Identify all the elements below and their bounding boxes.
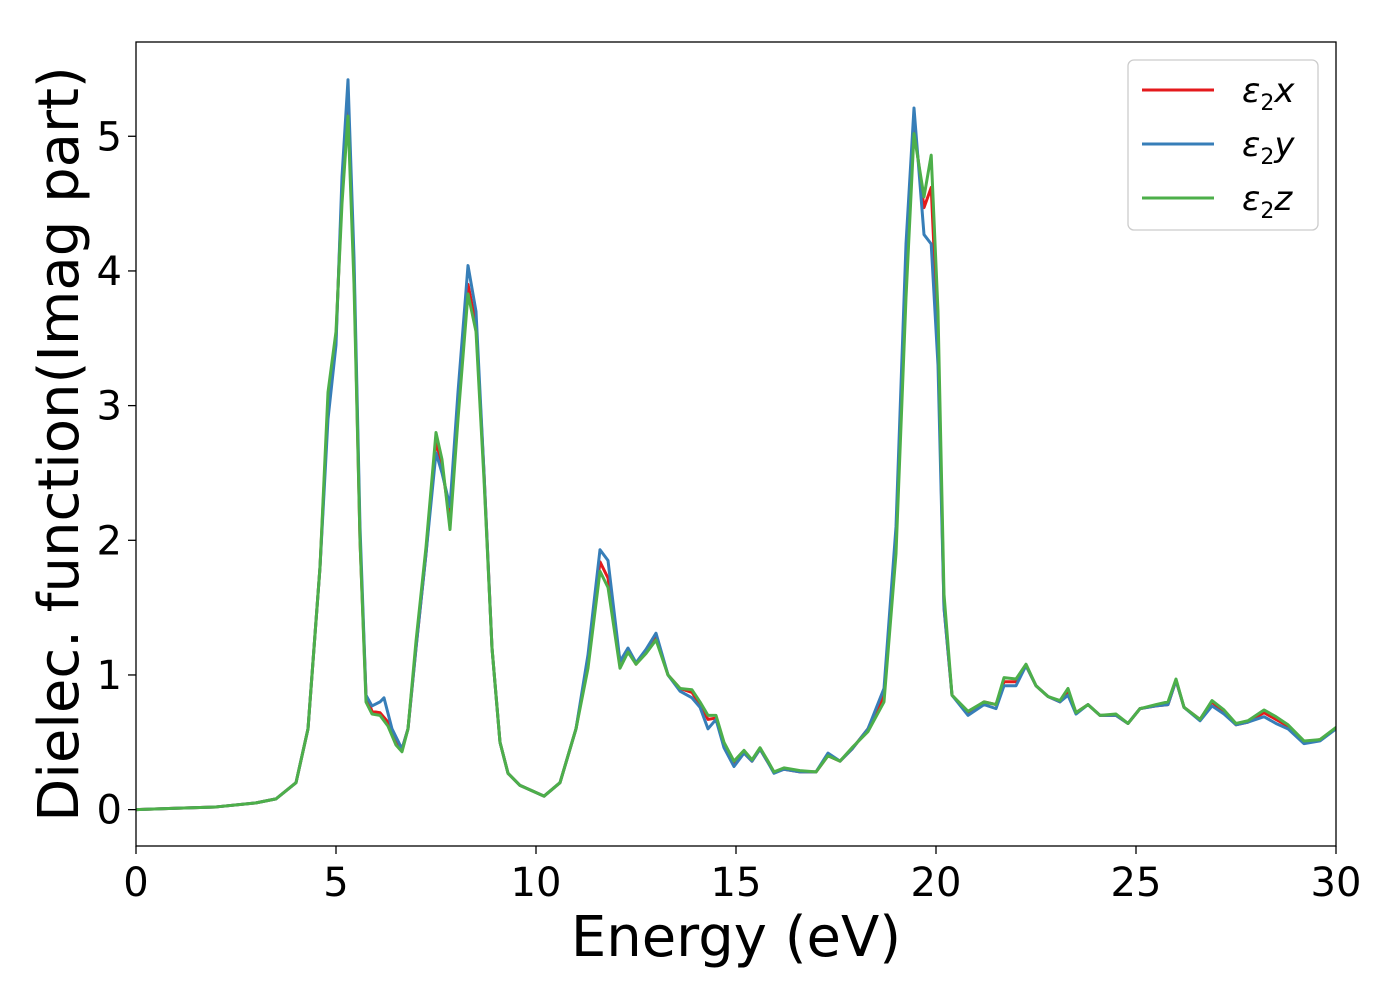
x-tick-label: 30 — [1311, 860, 1362, 906]
x-tick-label: 0 — [123, 860, 148, 906]
y-tick-label: 2 — [97, 518, 122, 564]
x-tick-label: 20 — [911, 860, 962, 906]
y-tick-label: 3 — [97, 384, 122, 430]
y-axis-ticks: 0 1 2 3 4 5 — [97, 114, 136, 834]
y-tick-label: 1 — [97, 653, 122, 699]
x-tick-label: 25 — [1111, 860, 1162, 906]
series-line-z — [136, 114, 1336, 812]
x-tick-label: 15 — [711, 860, 762, 906]
y-tick-label: 4 — [97, 249, 122, 295]
x-axis-ticks: 0 5 10 15 20 25 30 — [123, 846, 1361, 906]
x-axis-title: Energy (eV) — [571, 905, 901, 970]
legend-box — [1127, 59, 1319, 231]
legend-label-x: ε2x — [1242, 71, 1295, 116]
x-tick-label: 10 — [511, 860, 562, 906]
y-axis-title: Dielec. function(Imag part) — [27, 66, 92, 822]
legend: ε2x ε2y ε2z — [1127, 59, 1319, 231]
y-tick-label: 0 — [97, 788, 122, 834]
x-tick-label: 5 — [323, 860, 348, 906]
y-tick-label: 5 — [97, 114, 122, 160]
series-layer — [136, 78, 1336, 812]
legend-label-y: ε2y — [1242, 125, 1295, 170]
legend-label-z: ε2z — [1242, 179, 1293, 224]
